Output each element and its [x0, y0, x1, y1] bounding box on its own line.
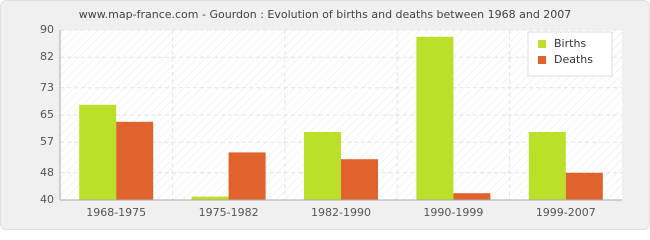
- chart-title: www.map-france.com - Gourdon : Evolution…: [79, 8, 572, 21]
- bar: [341, 159, 378, 200]
- y-tick-label: 40: [40, 193, 54, 206]
- legend-box: [527, 31, 613, 77]
- bar: [191, 196, 229, 200]
- bar: [565, 172, 603, 200]
- legend-swatch: [538, 56, 546, 64]
- legend-label: Births: [554, 37, 586, 50]
- chart: www.map-france.com - Gourdon : Evolution…: [0, 0, 650, 230]
- y-tick-label: 48: [40, 166, 54, 179]
- y-tick-label: 90: [40, 23, 54, 36]
- bar: [304, 132, 341, 200]
- plot: 40 48 57 65 73 82 90 1968-1975 1975-1982 1982-199…: [40, 23, 622, 219]
- bar: [528, 132, 566, 200]
- x-tick-label: 1999-2007: [536, 206, 596, 219]
- bar: [416, 36, 454, 200]
- y-tick-label: 65: [40, 108, 54, 121]
- x-tick-label: 1990-1999: [423, 206, 483, 219]
- x-tick-label: 1975-1982: [199, 206, 259, 219]
- legend-swatch: [538, 40, 546, 48]
- y-tick-label: 57: [40, 135, 54, 148]
- bar: [228, 152, 266, 200]
- page: www.map-france.com - Gourdon : Evolution…: [0, 0, 650, 230]
- legend-label: Deaths: [554, 53, 593, 66]
- bar: [453, 193, 491, 200]
- y-tick-label: 73: [40, 81, 54, 94]
- bar: [116, 121, 154, 200]
- y-tick-label: 82: [40, 50, 54, 63]
- x-tick-label: 1968-1975: [86, 206, 146, 219]
- x-tick-label: 1982-1990: [311, 206, 371, 219]
- bar: [79, 104, 117, 200]
